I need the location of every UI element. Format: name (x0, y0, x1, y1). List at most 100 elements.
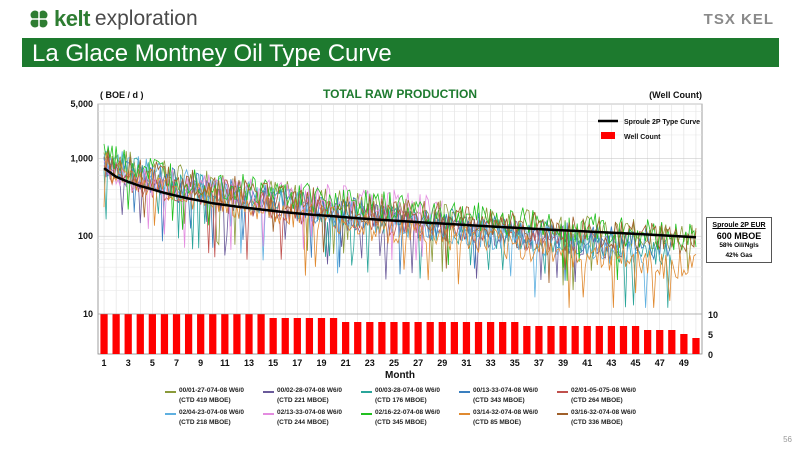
legend-well-ctd: (CTD 176 MBOE) (375, 397, 427, 404)
x-tick-label: 17 (292, 358, 302, 368)
legend-well-ctd: (CTD 343 MBOE) (473, 397, 525, 404)
legend-swatch (557, 391, 568, 393)
eur-value: 600 MBOE (716, 231, 762, 241)
legend-well-ctd: (CTD 345 MBOE) (375, 419, 427, 426)
x-tick-label: 13 (244, 358, 254, 368)
x-tick-label: 35 (510, 358, 520, 368)
legend-well-count-label: Well Count (624, 134, 661, 141)
well-count-bar (184, 314, 193, 354)
eur-oil: 58% Oil/Ngls (719, 242, 759, 249)
well-count-bar (233, 314, 241, 354)
legend-well-ctd: (CTD 221 MBOE) (277, 397, 329, 404)
logo-name: kelt (54, 6, 90, 31)
well-count-bar (438, 322, 446, 354)
well-count-bar (583, 326, 591, 354)
well-production-line (103, 150, 648, 308)
well-count-bar (450, 322, 458, 354)
x-tick-label: 9 (198, 358, 203, 368)
well-count-bar (656, 330, 664, 354)
plot-area (97, 103, 703, 355)
y2-axis-label: (Well Count) (649, 90, 702, 100)
well-count-bar (595, 326, 603, 354)
well-count-bar (535, 326, 543, 354)
well-count-bar (559, 326, 567, 354)
legend-well-name: 03/14-32-074-08 W6/0 (473, 409, 539, 416)
y-axis-label: ( BOE / d ) (100, 90, 144, 100)
y2-tick-label: 10 (708, 310, 718, 320)
well-count-bar (680, 334, 688, 354)
legend-row: 00/01-27-074-08 W6/0 (CTD 419 MBOE) 00/02-… (165, 387, 685, 409)
well-count-bar (342, 322, 350, 354)
x-tick-label: 43 (606, 358, 616, 368)
legend-well-name: 02/16-22-074-08 W6/0 (375, 409, 441, 416)
x-tick-label: 27 (413, 358, 423, 368)
well-count-bar (619, 326, 628, 354)
y-tick-label: 10 (83, 309, 93, 319)
well-count-bar (402, 322, 410, 354)
legend-item: 02/04-23-074-08 W6/0 (CTD 218 MBOE) (165, 409, 265, 431)
x-tick-label: 39 (558, 358, 568, 368)
well-count-bar (462, 322, 471, 354)
legend-item: 00/03-28-074-08 W6/0 (CTD 176 MBOE) (361, 387, 461, 409)
legend-well-count-swatch (601, 132, 615, 139)
x-tick-label: 25 (389, 358, 399, 368)
legend-row: 02/04-23-074-08 W6/0 (CTD 218 MBOE) 02/13-… (165, 409, 685, 431)
well-count-bar (221, 314, 229, 354)
legend-swatch (263, 391, 274, 393)
well-count-bar (197, 314, 205, 354)
legend-well-ctd: (CTD 336 MBOE) (571, 419, 623, 426)
legend-well-ctd: (CTD 85 MBOE) (473, 419, 522, 426)
company-logo: kelt exploration (28, 6, 198, 32)
well-count-bar (474, 322, 483, 354)
well-count-bar (644, 330, 652, 354)
legend-well-name: 00/02-28-074-08 W6/0 (277, 387, 343, 394)
legend-item: 00/02-28-074-08 W6/0 (CTD 221 MBOE) (263, 387, 363, 409)
well-production-line (103, 156, 624, 283)
well-count-bar (281, 318, 289, 354)
well-production-line (103, 150, 697, 284)
legend-swatch (459, 413, 470, 415)
well-count-bar (511, 322, 519, 354)
well-count-bar (486, 322, 495, 354)
legend-item: 02/16-22-074-08 W6/0 (CTD 345 MBOE) (361, 409, 461, 431)
legend-well-name: 00/03-28-074-08 W6/0 (375, 387, 441, 394)
legend-item: 02/13-33-074-08 W6/0 (CTD 244 MBOE) (263, 409, 363, 431)
legend-item: 00/01-27-074-08 W6/0 (CTD 419 MBOE) (165, 387, 265, 409)
well-count-bar (547, 326, 555, 354)
legend-item: 00/13-33-074-08 W6/0 (CTD 343 MBOE) (459, 387, 559, 409)
y2-tick-label: 0 (708, 350, 713, 360)
x-axis-label: Month (385, 370, 415, 381)
well-count-bar (112, 314, 120, 354)
x-tick-label: 21 (341, 358, 351, 368)
legend-well-name: 03/16-32-074-08 W6/0 (571, 409, 637, 416)
legend-well-name: 00/13-33-074-08 W6/0 (473, 387, 539, 394)
eur-gas: 42% Gas (725, 252, 753, 259)
well-count-bar (378, 322, 386, 354)
legend-swatch (263, 413, 274, 415)
well-count-bar (607, 326, 616, 354)
well-count-bar (209, 314, 217, 354)
well-count-bar (426, 322, 434, 354)
x-tick-label: 1 (102, 358, 107, 368)
legend-well-ctd: (CTD 244 MBOE) (277, 419, 329, 426)
eur-heading: Sproule 2P EUR (712, 222, 766, 229)
well-count-bar (172, 314, 181, 354)
legend-swatch (361, 413, 372, 415)
x-tick-label: 11 (220, 358, 230, 368)
legend-well-name: 02/13-33-074-08 W6/0 (277, 409, 343, 416)
x-tick-label: 49 (679, 358, 689, 368)
page-number: 56 (783, 435, 792, 444)
eur-box: Sproule 2P EUR 600 MBOE 58% Oil/Ngls 42%… (706, 217, 772, 263)
x-tick-label: 29 (437, 358, 447, 368)
well-count-bar (305, 318, 314, 354)
legend-swatch (165, 391, 176, 393)
well-production-line (103, 152, 697, 308)
legend-well-ctd: (CTD 264 MBOE) (571, 397, 623, 404)
page-title: La Glace Montney Oil Type Curve (32, 40, 392, 67)
well-count-bar (136, 314, 144, 354)
well-count-bar (245, 314, 253, 354)
x-tick-label: 33 (486, 358, 496, 368)
well-count-bar (293, 318, 301, 354)
well-count-bar (148, 314, 156, 354)
